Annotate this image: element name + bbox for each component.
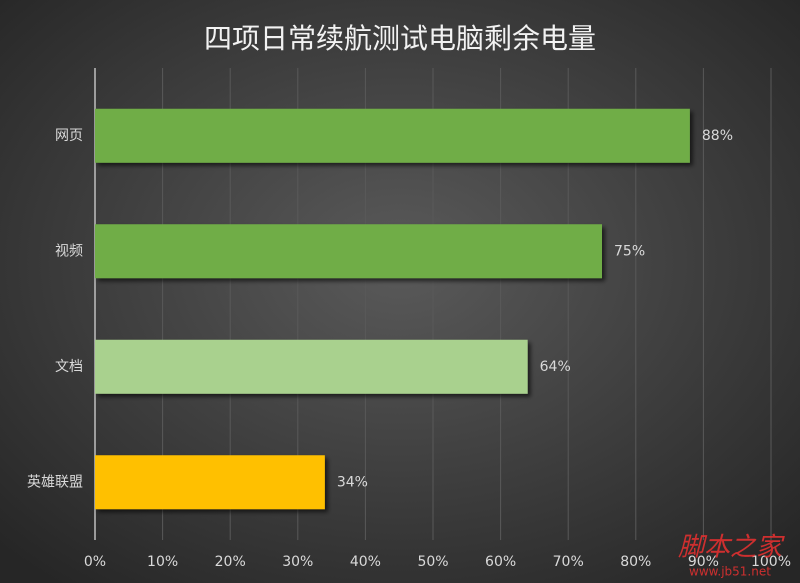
x-tick-label: 10% xyxy=(147,554,178,570)
x-tick-label: 80% xyxy=(620,554,651,570)
x-tick-label: 70% xyxy=(553,554,584,570)
x-tick-label: 40% xyxy=(350,554,381,570)
bar xyxy=(95,455,325,510)
y-tick-label: 视频 xyxy=(55,243,83,259)
bar xyxy=(95,339,528,394)
value-label: 75% xyxy=(614,243,645,259)
value-label: 34% xyxy=(337,474,368,490)
y-tick-label: 网页 xyxy=(55,128,83,144)
x-tick-label: 50% xyxy=(417,554,448,570)
value-label: 88% xyxy=(702,128,733,144)
bar xyxy=(95,224,602,279)
x-tick-label: 100% xyxy=(751,554,791,570)
x-tick-label: 20% xyxy=(215,554,246,570)
y-tick-label: 文档 xyxy=(55,359,83,375)
x-tick-label: 0% xyxy=(84,554,106,570)
watermark: 脚本之家 xyxy=(678,533,785,563)
x-tick-label: 30% xyxy=(282,554,313,570)
bar xyxy=(95,108,690,163)
chart-title: 四项日常续航测试电脑剩余电量 xyxy=(204,22,596,55)
watermark: www.jb51.net xyxy=(689,565,771,579)
x-tick-label: 60% xyxy=(485,554,516,570)
value-label: 64% xyxy=(540,359,571,375)
y-tick-label: 英雄联盟 xyxy=(27,473,83,490)
x-tick-label: 90% xyxy=(688,554,719,570)
